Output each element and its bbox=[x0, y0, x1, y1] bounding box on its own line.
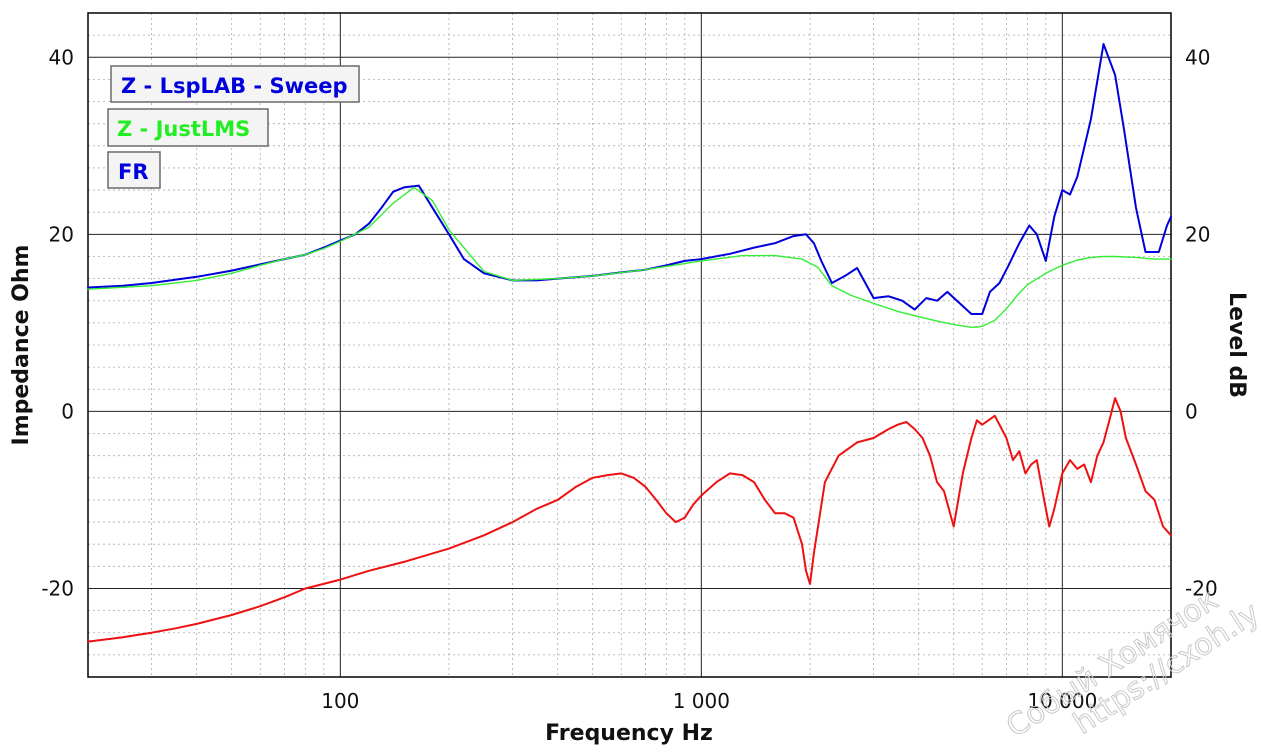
legend-label-lsplab: Z - LspLAB - Sweep bbox=[121, 74, 348, 98]
x-tick-label: 1 000 bbox=[673, 689, 730, 713]
series-layer bbox=[87, 43, 1172, 643]
y-tick-label: 0 bbox=[61, 399, 74, 423]
legend-item-lsplab: Z - LspLAB - Sweep bbox=[110, 65, 360, 103]
y2-tick-label: 0 bbox=[1185, 399, 1198, 423]
y-axis-title: Impedance Ohm bbox=[9, 245, 34, 446]
series-line-z-justlms bbox=[87, 186, 1172, 328]
y2-tick-label: 20 bbox=[1185, 222, 1210, 246]
x-tick-label: 100 bbox=[321, 689, 359, 713]
y2-tick-label: -20 bbox=[1185, 576, 1218, 600]
x-tick-label: 10 000 bbox=[1027, 689, 1097, 713]
legend-item-fr: FR bbox=[107, 151, 161, 189]
x-axis-title: Frequency Hz bbox=[545, 721, 713, 746]
right-axis-ticks: 40 20 0 -20 bbox=[1185, 45, 1218, 600]
bottom-axis-ticks: 100 1 000 10 000 bbox=[321, 689, 1097, 713]
left-axis-ticks: 40 20 0 -20 bbox=[41, 45, 74, 600]
legend-label-fr: FR bbox=[118, 160, 149, 184]
major-grid bbox=[88, 13, 1171, 677]
plot-frame bbox=[87, 12, 1172, 678]
y2-tick-label: 40 bbox=[1185, 45, 1210, 69]
legend: Z - LspLAB - Sweep Z - JustLMS FR bbox=[107, 65, 360, 189]
legend-item-justlms: Z - JustLMS bbox=[107, 108, 269, 147]
y-tick-label: 20 bbox=[49, 222, 74, 246]
y-tick-label: 40 bbox=[49, 45, 74, 69]
y-tick-label: -20 bbox=[41, 576, 74, 600]
legend-label-justlms: Z - JustLMS bbox=[117, 117, 250, 141]
series-line-z-lsplab-sweep bbox=[87, 43, 1172, 315]
series-line-fr bbox=[87, 397, 1172, 643]
watermark: Собый Хомячок https://cxoh.ly bbox=[1000, 582, 1262, 745]
y2-axis-title: Level dB bbox=[1224, 292, 1249, 398]
